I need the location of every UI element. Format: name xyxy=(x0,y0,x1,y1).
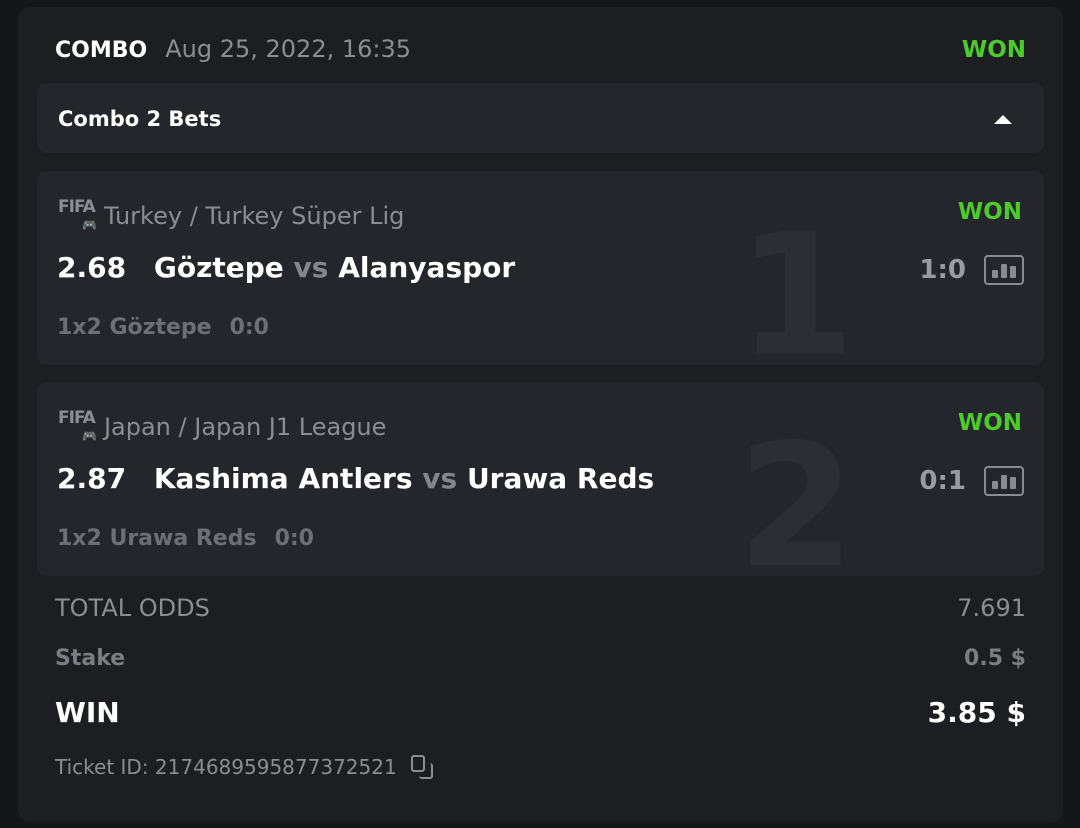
stake-label: Stake xyxy=(55,646,126,671)
bet-ticket-card: COMBO Aug 25, 2022, 16:35 WON Combo 2 Be… xyxy=(18,7,1063,822)
stats-icon[interactable] xyxy=(984,466,1024,496)
match-score: 0:1 xyxy=(919,466,966,496)
combo-toggle[interactable]: Combo 2 Bets xyxy=(37,83,1044,153)
bet-pick: 1x2 Göztepe 0:0 xyxy=(57,315,269,340)
bet-index: 1 xyxy=(737,197,856,365)
copy-icon[interactable] xyxy=(410,755,433,779)
match-line: 2.68 Göztepe vs Alanyaspor xyxy=(57,251,515,284)
bet-odds: 2.87 xyxy=(57,462,127,495)
market: 1x2 Urawa Reds xyxy=(57,526,257,551)
fifa-gamepad-icon: FIFA 🎮 xyxy=(58,408,97,443)
vs-label: vs xyxy=(422,462,458,495)
fifa-gamepad-icon: FIFA 🎮 xyxy=(58,197,97,232)
win-label: WIN xyxy=(55,696,120,729)
league-name: Turkey / Turkey Süper Lig xyxy=(103,202,405,230)
bet-item: 1 FIFA 🎮 Turkey / Turkey Süper Lig WON 2.… xyxy=(37,171,1044,365)
away-team: Alanyaspor xyxy=(338,251,516,284)
ticket-header: COMBO Aug 25, 2022, 16:35 xyxy=(55,35,411,63)
bet-item: 2 FIFA 🎮 Japan / Japan J1 League WON 2.87… xyxy=(37,382,1044,576)
market: 1x2 Göztepe xyxy=(57,315,212,340)
vs-label: vs xyxy=(293,251,329,284)
home-team: Kashima Antlers xyxy=(153,462,413,495)
win-value: 3.85 $ xyxy=(927,696,1026,729)
pick-score: 0:0 xyxy=(274,526,314,551)
total-odds-label: TOTAL ODDS xyxy=(55,594,210,622)
bet-index: 2 xyxy=(737,408,856,576)
win-row: WIN 3.85 $ xyxy=(55,696,1026,729)
total-odds-value: 7.691 xyxy=(957,594,1026,622)
home-team: Göztepe xyxy=(153,251,284,284)
total-odds-row: TOTAL ODDS 7.691 xyxy=(55,594,1026,622)
ticket-id-row: Ticket ID: 2174689595877372521 xyxy=(55,755,433,779)
caret-up-icon[interactable] xyxy=(994,115,1012,124)
bet-date: Aug 25, 2022, 16:35 xyxy=(165,35,412,63)
bet-odds: 2.68 xyxy=(57,251,127,284)
ticket-id: Ticket ID: 2174689595877372521 xyxy=(55,755,397,779)
stake-value: 0.5 $ xyxy=(964,646,1026,671)
pick-score: 0:0 xyxy=(229,315,269,340)
ticket-status-badge: WON xyxy=(961,37,1026,63)
stake-row: Stake 0.5 $ xyxy=(55,646,1026,671)
combo-label: Combo 2 Bets xyxy=(58,107,222,131)
league-name: Japan / Japan J1 League xyxy=(103,413,387,441)
match-score: 1:0 xyxy=(919,255,966,285)
bet-status-badge: WON xyxy=(957,410,1022,436)
stats-icon[interactable] xyxy=(984,255,1024,285)
bet-type: COMBO xyxy=(55,38,148,63)
bet-pick: 1x2 Urawa Reds 0:0 xyxy=(57,526,314,551)
match-line: 2.87 Kashima Antlers vs Urawa Reds xyxy=(57,462,654,495)
away-team: Urawa Reds xyxy=(466,462,655,495)
bet-status-badge: WON xyxy=(957,199,1022,225)
